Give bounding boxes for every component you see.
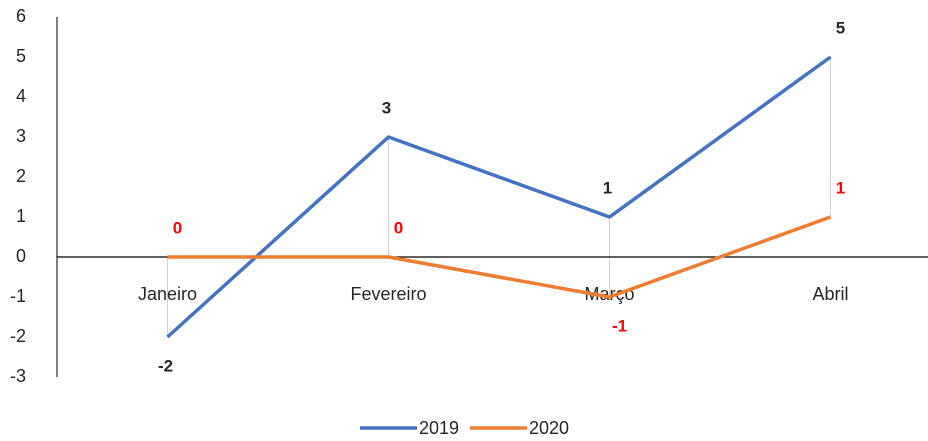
y-tick-label: -1 [10,286,26,306]
y-tick-label: 0 [16,246,26,266]
y-tick-label: 6 [16,6,26,26]
data-label: 3 [382,98,391,117]
y-tick-label: 3 [16,126,26,146]
x-tick-label: Abril [812,284,848,304]
data-label: -1 [612,316,627,335]
data-label: 0 [394,218,403,237]
x-tick-label: Fevereiro [350,284,426,304]
data-label: 1 [836,178,845,197]
series-line [167,215,832,299]
x-tick-label: Janeiro [138,284,197,304]
y-tick-label: 1 [16,206,26,226]
y-tick-label: -3 [10,366,26,386]
data-label: -2 [158,356,173,375]
y-tick-label: 5 [16,46,26,66]
x-tick-label: Março [584,284,634,304]
y-tick-label: 4 [16,86,26,106]
y-tick-label: 2 [16,166,26,186]
y-tick-label: -2 [10,326,26,346]
data-label: 5 [836,18,845,37]
legend-label: 2020 [529,418,569,438]
data-label: 1 [603,178,612,197]
legend-label: 2019 [419,418,459,438]
data-label: 0 [173,218,182,237]
series-line [166,55,832,339]
